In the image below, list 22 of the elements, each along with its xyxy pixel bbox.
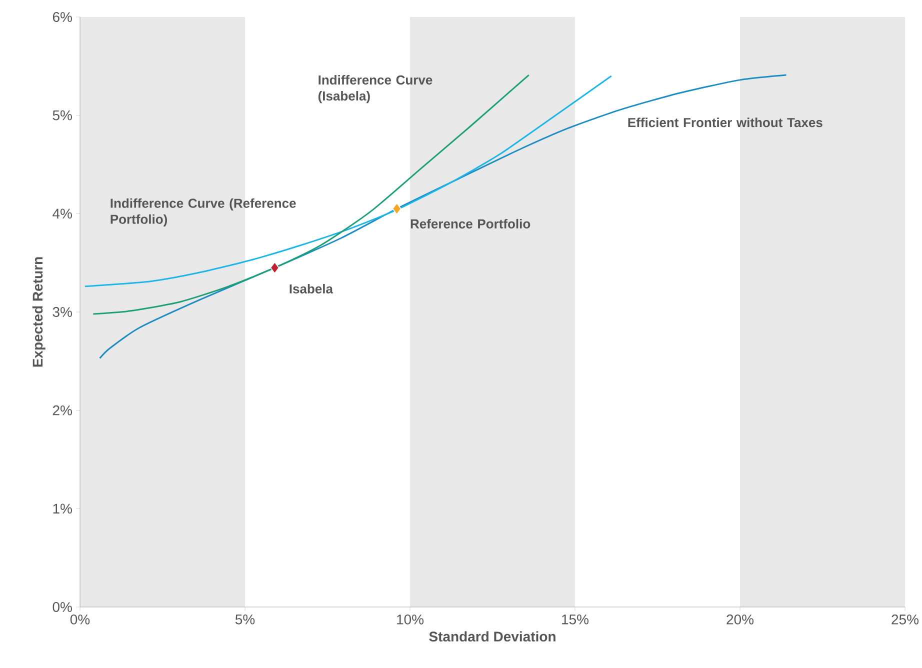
x-tick-label: 5% bbox=[235, 614, 255, 624]
line-series bbox=[92, 74, 530, 315]
x-tick-label: 0% bbox=[70, 614, 90, 624]
y-tick-label: 1% bbox=[53, 504, 72, 514]
x-axis-title: Standard Deviation bbox=[429, 631, 556, 642]
x-tick-label: 20% bbox=[726, 614, 754, 624]
line-series bbox=[99, 74, 787, 359]
annotation: Indifference Curve (Isabela) bbox=[318, 75, 432, 104]
x-tick-label: 15% bbox=[562, 614, 589, 624]
y-tick-label: 6% bbox=[52, 12, 72, 22]
annotation: Indifference Curve (Reference Portfolio) bbox=[110, 198, 296, 226]
annotation: Isabela bbox=[290, 284, 334, 294]
y-tick-label: 4% bbox=[52, 208, 72, 219]
x-tick-label: 25% bbox=[892, 614, 919, 624]
y-tick-label: 2% bbox=[52, 405, 72, 416]
annotation: Reference Portfolio bbox=[410, 218, 530, 228]
x-tick-label: 10% bbox=[397, 614, 424, 624]
annotation: Efficient Frontier without Taxes bbox=[628, 118, 822, 128]
y-tick-label: 5% bbox=[52, 110, 72, 120]
y-axis-title: Expected Return bbox=[32, 257, 46, 367]
y-tick-label: 0% bbox=[52, 602, 72, 612]
y-tick-label: 3% bbox=[52, 307, 72, 317]
